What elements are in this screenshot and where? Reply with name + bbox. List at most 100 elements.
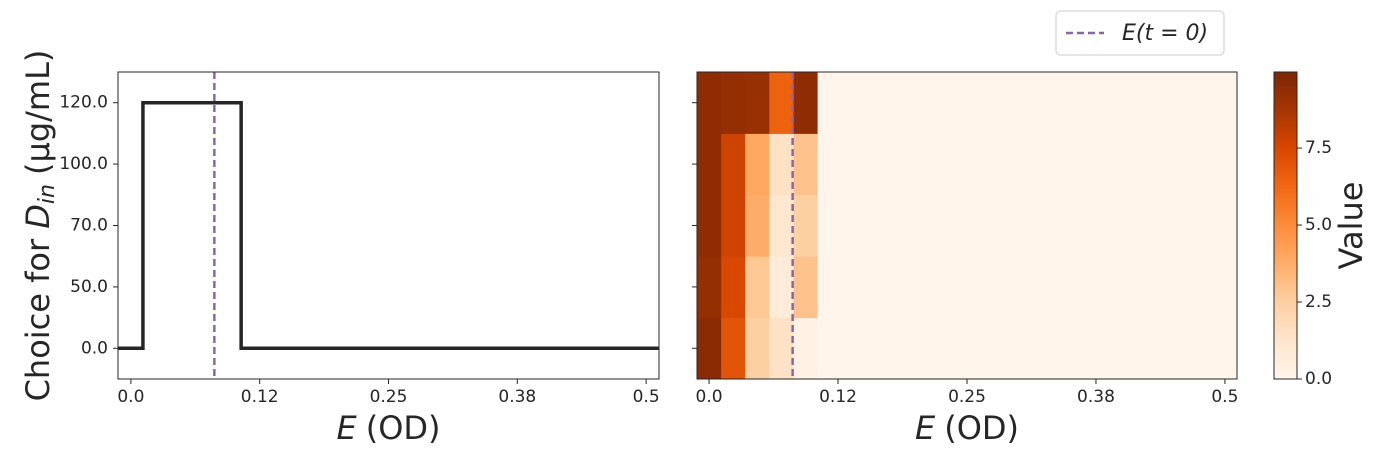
- heatmap-cell: [793, 256, 819, 319]
- colorbar-step: [1274, 149, 1297, 153]
- y-label-text: Choice for: [19, 229, 57, 402]
- colorbar-step: [1274, 268, 1297, 272]
- colorbar-step: [1274, 135, 1297, 139]
- colorbar-step: [1274, 284, 1297, 288]
- colorbar-step: [1274, 342, 1297, 345]
- colorbar-tick-label: 0.0: [1305, 369, 1332, 389]
- panel: 0.0 0.12 0.25 0.38 0.5 0.0 50.0 70.0 100.0 120.0 E…: [19, 50, 660, 447]
- colorbar-step: [1274, 280, 1297, 284]
- heatmap-cell: [697, 194, 722, 257]
- colorbar-step: [1274, 213, 1297, 216]
- colorbar-step: [1274, 350, 1297, 353]
- colorbar-step: [1274, 143, 1297, 147]
- colorbar-step: [1274, 237, 1297, 241]
- colorbar-step: [1274, 108, 1297, 112]
- colorbar-step: [1274, 192, 1297, 196]
- heatmap-cell: [721, 256, 746, 319]
- heatmap-cell: [793, 194, 819, 257]
- y-label-var: D: [19, 204, 57, 229]
- colorbar-step: [1274, 151, 1297, 155]
- colorbar-step: [1274, 276, 1297, 280]
- colorbar-step: [1274, 157, 1297, 161]
- colorbar-step: [1274, 295, 1297, 298]
- colorbar-step: [1274, 196, 1297, 200]
- colorbar-step: [1274, 78, 1297, 81]
- colorbar-step: [1274, 241, 1297, 245]
- colorbar-step: [1274, 307, 1297, 311]
- x-tick-label: 0.12: [819, 387, 857, 407]
- colorbar: 0.0 2.5 5.0 7.5 Value: [1273, 71, 1370, 389]
- colorbar-step: [1274, 133, 1297, 137]
- colorbar-step: [1274, 90, 1297, 94]
- colorbar-step: [1274, 376, 1297, 380]
- colorbar-step: [1274, 233, 1297, 237]
- heatmap-cell: [769, 194, 794, 257]
- colorbar-step: [1274, 223, 1297, 227]
- colorbar-step: [1274, 282, 1297, 286]
- colorbar-step: [1274, 178, 1297, 182]
- colorbar-step: [1274, 217, 1297, 220]
- colorbar-step: [1274, 94, 1297, 98]
- colorbar-step: [1274, 293, 1297, 296]
- y-tick-label: 120.0: [59, 93, 108, 113]
- x-tick-label: 0.12: [241, 387, 279, 407]
- colorbar-step: [1274, 374, 1297, 378]
- colorbar-step: [1274, 362, 1297, 366]
- colorbar-step: [1274, 125, 1297, 128]
- colorbar-step: [1274, 290, 1297, 294]
- colorbar-step: [1274, 139, 1297, 143]
- heatmap-cell: [769, 72, 794, 134]
- colorbar-step: [1274, 286, 1297, 290]
- heatmap-cell: [817, 133, 1238, 196]
- colorbar-step: [1274, 215, 1297, 218]
- colorbar-step: [1274, 252, 1297, 255]
- colorbar-step: [1274, 270, 1297, 274]
- heatmap-cell: [697, 317, 722, 380]
- colorbar-step: [1274, 305, 1297, 308]
- colorbar-step: [1274, 184, 1297, 188]
- colorbar-step: [1274, 225, 1297, 229]
- colorbar-step: [1274, 153, 1297, 157]
- colorbar-step: [1274, 340, 1297, 343]
- colorbar-step: [1274, 100, 1297, 104]
- colorbar-step: [1274, 96, 1297, 100]
- colorbar-step: [1274, 123, 1297, 126]
- colorbar-step: [1274, 202, 1297, 206]
- colorbar-step: [1274, 315, 1297, 319]
- colorbar-step: [1274, 168, 1297, 171]
- colorbar-step: [1274, 174, 1297, 177]
- colorbar-step: [1274, 303, 1297, 306]
- x-tick-label: 0.0: [696, 387, 723, 407]
- heatmap-cell: [697, 256, 722, 319]
- colorbar-step: [1274, 162, 1297, 165]
- x-label-var: E: [336, 409, 357, 447]
- colorbar-step: [1274, 209, 1297, 212]
- colorbar-step: [1274, 256, 1297, 259]
- colorbar-step: [1274, 311, 1297, 315]
- heatmap-cell: [769, 133, 794, 196]
- colorbar-step: [1274, 141, 1297, 145]
- colorbar-step: [1274, 198, 1297, 202]
- colorbar-step: [1274, 274, 1297, 278]
- colorbar-step: [1274, 86, 1297, 89]
- colorbar-step: [1274, 266, 1297, 270]
- colorbar-step: [1274, 160, 1297, 163]
- colorbar-step: [1274, 358, 1297, 362]
- colorbar-step: [1274, 76, 1297, 79]
- colorbar-step: [1274, 248, 1297, 251]
- colorbar-tick-label: 5.0: [1305, 215, 1332, 235]
- colorbar-step: [1274, 317, 1297, 321]
- heatmap-cell: [769, 256, 794, 319]
- colorbar-step: [1274, 372, 1297, 376]
- colorbar-step: [1274, 329, 1297, 333]
- colorbar-step: [1274, 145, 1297, 149]
- heatmap-cell: [817, 256, 1238, 319]
- heatmap-cell: [793, 72, 819, 134]
- colorbar-step: [1274, 114, 1297, 118]
- heatmap-cell: [745, 194, 770, 257]
- colorbar-step: [1274, 331, 1297, 335]
- colorbar-step: [1274, 319, 1297, 323]
- x-tick-label: 0.25: [370, 387, 408, 407]
- colorbar-step: [1274, 155, 1297, 159]
- colorbar-step: [1274, 88, 1297, 92]
